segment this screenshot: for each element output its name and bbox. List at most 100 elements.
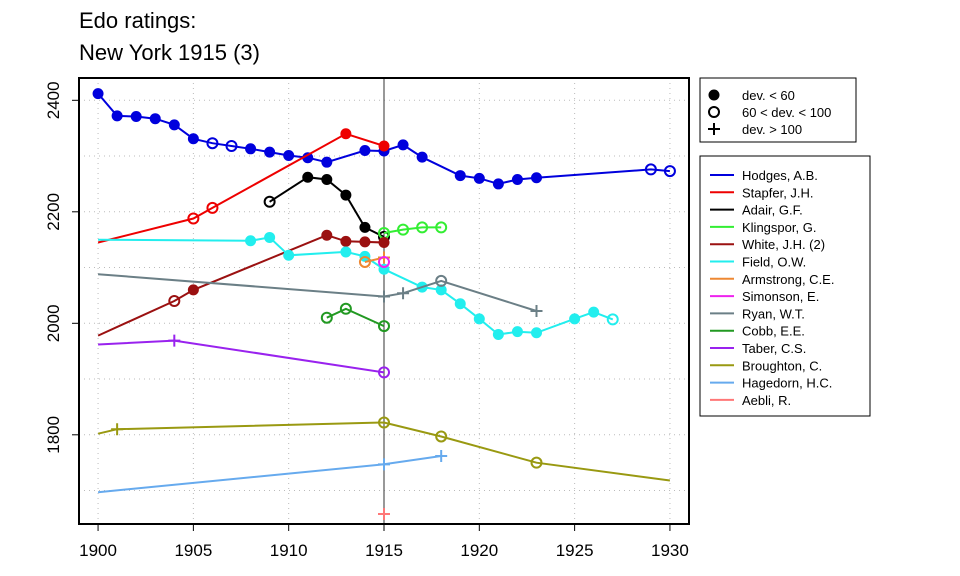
data-point-field-o-w-1925-14 xyxy=(569,313,581,325)
data-point-hagedorn-h-c-1915-1 xyxy=(378,458,390,471)
data-point-white-j-h-2-1913-4 xyxy=(340,235,352,247)
x-tick-label-1905: 1905 xyxy=(174,541,212,560)
data-point-hodges-a-b-1906-6 xyxy=(206,137,219,150)
data-point-cobb-e-e-1913-1 xyxy=(339,302,352,315)
data-point-hodges-a-b-1919-17 xyxy=(454,170,466,182)
x-tick-label-1915: 1915 xyxy=(365,541,403,560)
data-point-broughton-c-1923-4 xyxy=(530,456,543,469)
series-stapfer-j-h xyxy=(97,128,390,244)
data-point-white-j-h-2-1912-3 xyxy=(321,229,333,241)
data-point-stapfer-j-h-1906-2 xyxy=(206,201,219,214)
data-point-klingspor-g-1917-2 xyxy=(416,221,429,234)
series-legend-label-hagedorn-h-c: Hagedorn, H.C. xyxy=(742,376,832,391)
data-point-taber-c-s-1915-2 xyxy=(378,366,390,379)
y-tick-label-2200: 2200 xyxy=(44,193,63,231)
data-point-field-o-w-1919-9 xyxy=(454,298,466,310)
data-point-cobb-e-e-1915-2 xyxy=(378,320,390,333)
series-white-j-h-2 xyxy=(97,229,390,337)
data-point-adair-g-f-1909-0 xyxy=(263,195,276,208)
symbol-legend-marker-plus xyxy=(708,123,720,135)
x-tick-label-1920: 1920 xyxy=(460,541,498,560)
data-point-hodges-a-b-1901-1 xyxy=(111,110,123,122)
series-legend-label-cobb-e-e: Cobb, E.E. xyxy=(742,324,805,339)
data-point-hodges-a-b-1907-7 xyxy=(225,140,238,153)
data-point-hodges-a-b-1904-4 xyxy=(168,119,180,131)
data-point-white-j-h-2-1905-2 xyxy=(187,284,199,296)
data-point-aebli-r-1915-0 xyxy=(378,507,390,520)
y-tick-label-2000: 2000 xyxy=(44,304,63,342)
data-point-ryan-w-t-1916-2 xyxy=(397,287,410,300)
data-point-stapfer-j-h-1905-1 xyxy=(187,212,200,225)
chart-title-line1: Edo ratings: xyxy=(79,8,197,33)
data-point-adair-g-f-1913-3 xyxy=(340,189,352,201)
series-legend-label-broughton-c: Broughton, C. xyxy=(742,358,822,373)
data-point-hodges-a-b-1909-9 xyxy=(264,146,276,158)
series-legend-label-ryan-w-t: Ryan, W.T. xyxy=(742,306,805,321)
series-legend-label-stapfer-j-h: Stapfer, J.H. xyxy=(742,185,814,200)
series-legend-label-armstrong-c-e: Armstrong, C.E. xyxy=(742,272,834,287)
x-tick-label-1925: 1925 xyxy=(556,541,594,560)
data-point-hodges-a-b-1914-13 xyxy=(359,144,371,156)
data-point-field-o-w-1927-16 xyxy=(606,313,619,326)
x-tick-label-1930: 1930 xyxy=(651,541,689,560)
data-point-hodges-a-b-1908-8 xyxy=(245,143,257,155)
data-point-field-o-w-1908-1 xyxy=(245,235,257,247)
data-point-stapfer-j-h-1915-4 xyxy=(378,140,390,152)
x-tick-label-1900: 1900 xyxy=(79,541,117,560)
data-point-field-o-w-1913-4 xyxy=(340,246,352,258)
axes: 1900 1905 1910 1915 1920 1925 1930 1800 2000 2200… xyxy=(44,81,689,560)
data-point-field-o-w-1926-15 xyxy=(588,306,600,318)
series-legend-label-white-j-h-2: White, J.H. (2) xyxy=(742,237,825,252)
data-point-hodges-a-b-1923-21 xyxy=(531,172,542,184)
series-line-hagedorn-h-c xyxy=(98,455,442,494)
data-point-ryan-w-t-1915-1 xyxy=(378,290,390,303)
data-point-field-o-w-1922-12 xyxy=(511,326,523,338)
series-legend-label-adair-g-f: Adair, G.F. xyxy=(742,203,803,218)
data-point-field-o-w-1918-8 xyxy=(435,284,447,296)
y-tick-label-1800: 1800 xyxy=(44,416,63,454)
data-point-hodges-a-b-1921-19 xyxy=(492,178,504,190)
data-point-field-o-w-1909-2 xyxy=(264,231,276,243)
data-point-broughton-c-1901-1 xyxy=(111,423,124,436)
data-point-field-o-w-1910-3 xyxy=(283,249,295,261)
series-line-klingspor-g xyxy=(383,226,442,234)
series-line-cobb-e-e xyxy=(326,307,385,328)
series-legend-label-klingspor-g: Klingspor, G. xyxy=(742,220,816,235)
data-point-taber-c-s-1904-1 xyxy=(168,334,181,347)
series-simonson-e xyxy=(378,255,390,268)
legends: dev. < 60 60 < dev. < 100 dev. > 100 Hodges… xyxy=(699,77,871,417)
series-broughton-c xyxy=(97,416,671,482)
series-adair-g-f xyxy=(263,171,390,243)
x-tick-label-1910: 1910 xyxy=(270,541,308,560)
data-point-hagedorn-h-c-1918-2 xyxy=(435,449,448,462)
data-point-hodges-a-b-1922-20 xyxy=(511,173,523,185)
series-hodges-a-b xyxy=(92,88,676,190)
data-point-ryan-w-t-1918-3 xyxy=(435,274,448,287)
series-ryan-w-t xyxy=(98,273,543,318)
series-cobb-e-e xyxy=(320,302,390,333)
chart-title-line2: New York 1915 (3) xyxy=(79,40,260,65)
data-point-armstrong-c-e-1914-0 xyxy=(358,255,371,268)
data-point-simonson-e-1915-0 xyxy=(378,255,390,268)
symbol-legend-marker-open xyxy=(708,106,720,118)
series-legend-label-field-o-w: Field, O.W. xyxy=(742,255,806,270)
y-tick-label-2400: 2400 xyxy=(44,81,63,119)
data-point-white-j-h-2-1904-1 xyxy=(168,295,181,307)
data-point-field-o-w-1923-13 xyxy=(531,327,542,339)
data-point-hodges-a-b-1916-15 xyxy=(397,139,409,151)
data-point-hodges-a-b-1905-5 xyxy=(187,133,199,145)
symbol-legend-label-open: 60 < dev. < 100 xyxy=(742,105,831,120)
symbol-legend-label-plus: dev. > 100 xyxy=(742,122,802,137)
series-line-stapfer-j-h xyxy=(97,132,385,244)
symbol-legend-box xyxy=(699,77,857,143)
data-point-hodges-a-b-1900-0 xyxy=(92,88,104,100)
series-layer xyxy=(92,88,676,520)
symbol-legend-marker-filled xyxy=(708,89,720,101)
data-point-field-o-w-1921-11 xyxy=(492,328,504,340)
data-point-hodges-a-b-1929-22 xyxy=(644,163,657,176)
data-point-hodges-a-b-1920-18 xyxy=(473,172,485,184)
data-point-adair-g-f-1911-1 xyxy=(302,171,314,183)
series-legend-box xyxy=(699,155,871,417)
data-point-broughton-c-1915-2 xyxy=(378,416,390,429)
